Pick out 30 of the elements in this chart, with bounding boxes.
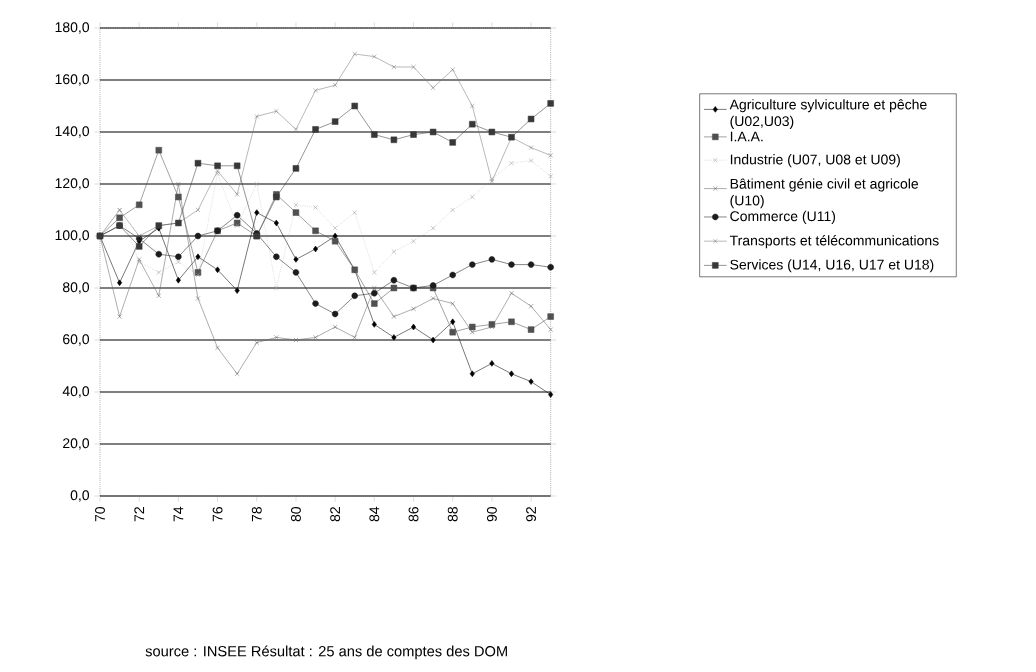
source-note: source : INSEE Résultat : 25 ans de comptes des DOM [145, 645, 507, 660]
x-tick-label: 78 [251, 507, 262, 522]
x-tick-label: 76 [212, 507, 223, 522]
y-tick-label: 120,0 [55, 178, 90, 190]
x-tick-label: 74 [173, 506, 184, 522]
y-tick-label: 140,0 [55, 126, 90, 138]
legend-label: Commerce (U11) [730, 210, 836, 224]
x-tick-label: 82 [330, 507, 341, 522]
x-tick-label: 80 [291, 506, 301, 522]
x-tick-label: 72 [134, 507, 145, 522]
x-tick-label: 86 [408, 507, 419, 522]
legend-label: Industrie (U07, U08 et U09) [730, 154, 900, 168]
y-tick-label: 40,0 [62, 386, 90, 398]
legend-label: Transports et télécommunications [729, 235, 939, 249]
x-tick-label: 90 [486, 506, 497, 522]
legend-label: Services (U14, U16, U17 et U18) [730, 259, 934, 273]
legend-label: Agriculture sylviculture et pêche (U02,U03) [729, 99, 927, 129]
legend-label: I.A.A. [730, 131, 763, 142]
y-tick-label: 0,0 [70, 490, 90, 502]
y-tick-label: 20,0 [63, 438, 90, 450]
x-tick-label: 92 [526, 507, 537, 522]
x-tick-label: 84 [369, 506, 380, 522]
y-tick-label: 100,0 [55, 230, 90, 242]
x-tick-label: 70 [95, 506, 105, 522]
legend-label: Bâtiment génie civil et agricole (U10) [730, 178, 919, 209]
x-tick-label: 88 [447, 507, 458, 522]
y-tick-label: 160,0 [55, 74, 90, 86]
y-tick-label: 80,0 [62, 282, 90, 294]
y-tick-label: 180,0 [55, 22, 90, 34]
y-tick-label: 60,0 [63, 334, 90, 346]
